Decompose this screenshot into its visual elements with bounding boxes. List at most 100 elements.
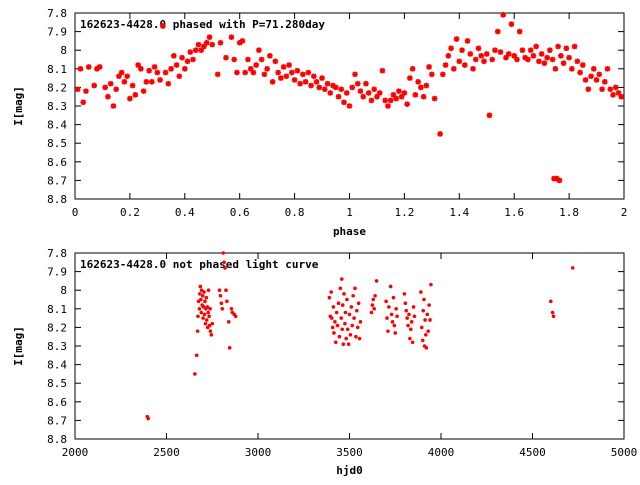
data-point: [404, 308, 409, 313]
x-axis-ticks: 2000 2500 3000 3500 4000 4500 5000: [62, 253, 637, 459]
data-point: [224, 288, 228, 293]
data-point: [494, 28, 501, 35]
data-point: [393, 331, 398, 335]
data-point: [511, 52, 517, 59]
data-point: [327, 90, 334, 96]
data-point: [429, 282, 433, 287]
data-point: [308, 82, 314, 89]
data-point: [143, 79, 150, 85]
data-point: [486, 112, 493, 119]
y-axis-ticks: 7.8 7.9 8 8.1 8.2 8.3 8.4 8.5 8.6 8.7 8.8: [47, 247, 624, 446]
data-point: [347, 312, 352, 317]
data-point: [225, 299, 229, 304]
data-point: [219, 301, 224, 306]
data-point: [258, 56, 265, 63]
data-point: [394, 307, 398, 311]
data-point: [197, 307, 202, 311]
data-point: [110, 103, 117, 109]
data-point: [424, 346, 429, 350]
data-point: [409, 327, 413, 332]
data-point: [77, 66, 84, 72]
data-point: [242, 69, 248, 76]
data-point: [560, 60, 567, 67]
data-point: [116, 73, 122, 80]
y-tick-label: 8.8: [47, 193, 67, 206]
data-point: [492, 47, 498, 53]
data-point: [269, 79, 276, 85]
data-point: [423, 82, 430, 89]
data-point: [437, 131, 443, 137]
data-point: [612, 84, 619, 91]
data-point: [332, 84, 339, 91]
y-tick-label: 8: [60, 44, 67, 57]
data-point: [96, 64, 103, 70]
chart-title: 162623-4428.0 not phased light curve: [80, 258, 319, 271]
data-point: [195, 329, 200, 333]
data-point: [582, 77, 589, 83]
data-point: [429, 71, 435, 78]
data-point: [372, 307, 377, 311]
data-point: [409, 320, 414, 324]
data-point: [222, 260, 226, 265]
data-point: [478, 52, 485, 59]
data-point: [217, 288, 222, 293]
data-point: [555, 43, 561, 50]
data-point: [396, 88, 402, 94]
data-point: [135, 62, 141, 68]
data-point: [173, 62, 180, 68]
data-point: [344, 336, 349, 341]
data-point: [610, 92, 616, 98]
data-point: [570, 266, 575, 270]
data-point: [451, 66, 457, 72]
data-point: [280, 64, 287, 70]
data-point: [227, 346, 232, 350]
data-point: [445, 52, 452, 59]
data-point: [558, 52, 564, 59]
x-tick-label: 4000: [428, 446, 455, 459]
data-point: [519, 47, 526, 53]
y-axis-ticks: 7.8 7.9 8 8.1 8.2 8.3 8.4 8.5 8.6 8.7 8.8: [47, 7, 624, 206]
data-point: [574, 58, 581, 65]
data-point: [549, 56, 556, 63]
data-point: [407, 75, 413, 81]
data-point: [209, 333, 214, 337]
data-point: [428, 318, 432, 322]
data-point: [536, 58, 542, 65]
data-point: [80, 99, 87, 106]
data-point: [489, 56, 496, 63]
data-point: [580, 62, 586, 68]
data-point: [409, 66, 416, 72]
data-point: [340, 327, 344, 332]
data-point: [456, 58, 463, 65]
data-point: [358, 320, 363, 324]
data-point: [311, 73, 317, 80]
x-tick-label: 1.8: [559, 206, 579, 219]
data-point: [405, 316, 409, 320]
data-point: [420, 338, 425, 343]
data-point: [206, 34, 213, 40]
data-point: [351, 293, 355, 298]
data-point: [355, 325, 360, 330]
data-point: [368, 97, 375, 104]
data-point: [386, 329, 390, 333]
data-point: [516, 28, 523, 35]
data-point: [374, 279, 379, 283]
data-point: [229, 307, 234, 311]
data-point: [171, 52, 177, 59]
data-point: [162, 69, 169, 76]
data-point: [127, 95, 133, 102]
data-point: [390, 320, 395, 324]
y-axis-label: I[mag]: [12, 326, 25, 366]
data-point: [340, 277, 344, 281]
chart-title: 162623-4428.0 phased with P=71.280day: [80, 18, 325, 31]
data-point: [541, 60, 548, 67]
data-point: [442, 62, 449, 68]
data-point: [357, 336, 362, 341]
unphased-light-curve-panel: 162623-4428.0 not phased light curve hjd…: [12, 247, 637, 477]
data-point: [202, 312, 207, 317]
data-point: [321, 86, 328, 93]
x-tick-label: 1: [346, 206, 353, 219]
data-point: [194, 353, 199, 358]
data-point: [425, 312, 430, 317]
data-point: [525, 56, 531, 63]
